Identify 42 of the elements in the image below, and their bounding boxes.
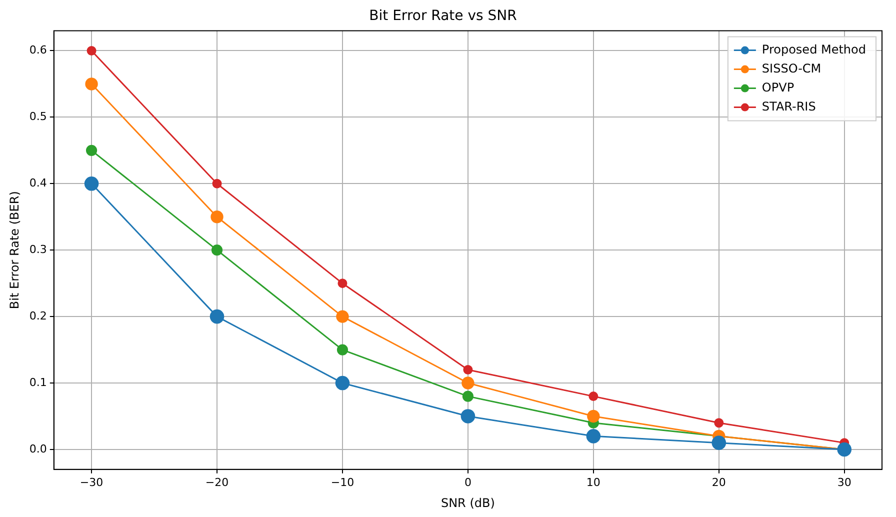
- legend-label: Proposed Method: [762, 42, 866, 56]
- point: [336, 310, 349, 323]
- y-tick-label: 0.4: [29, 176, 47, 190]
- point: [338, 278, 348, 288]
- y-tick-label: 0.6: [29, 44, 47, 57]
- legend-label: OPVP: [762, 80, 794, 94]
- x-tick-label: −30: [80, 476, 104, 489]
- x-axis-title: SNR (dB): [440, 496, 495, 510]
- x-tick-label: 30: [837, 476, 852, 489]
- x-tick-label: −20: [205, 476, 229, 489]
- point: [588, 392, 598, 402]
- x-tick-label: 10: [586, 476, 600, 489]
- point: [210, 210, 224, 224]
- point: [463, 364, 473, 374]
- point: [212, 178, 222, 188]
- point: [460, 409, 476, 424]
- y-tick-label: 0.5: [29, 110, 47, 124]
- y-tick-label: 0.2: [29, 309, 47, 322]
- point: [586, 429, 601, 444]
- chart-title: Bit Error Rate vs SNR: [369, 8, 518, 24]
- x-tick-label: −10: [330, 476, 354, 489]
- point: [86, 144, 98, 156]
- point: [211, 244, 223, 256]
- point: [712, 436, 726, 450]
- y-axis-title: Bit Error Rate (BER): [7, 191, 22, 310]
- y-tick-label: 0.1: [29, 376, 47, 389]
- legend-label: STAR-RIS: [762, 99, 816, 114]
- point: [462, 390, 474, 402]
- point: [210, 309, 224, 324]
- point: [587, 410, 600, 423]
- y-tick-label: 0.0: [29, 442, 47, 456]
- point: [714, 418, 724, 428]
- y-tick-label: 0.3: [29, 242, 47, 256]
- x-tick-label: 0: [464, 476, 472, 489]
- point: [335, 376, 350, 390]
- x-tick-label: 20: [712, 476, 726, 489]
- point: [85, 78, 98, 90]
- legend-label: SISSO-CM: [762, 61, 822, 76]
- point: [84, 176, 99, 191]
- point: [462, 376, 474, 390]
- point: [336, 344, 348, 356]
- point: [86, 46, 96, 56]
